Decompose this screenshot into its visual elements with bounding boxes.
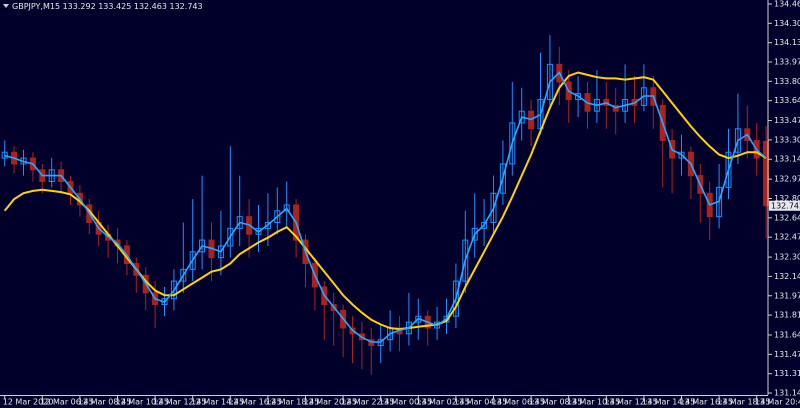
- x-tick-label: 12 Mar 08:45: [78, 398, 131, 407]
- x-tick-label: 13 Mar 00:45: [379, 398, 432, 407]
- last-low: 132.463: [134, 2, 167, 11]
- candle-body: [763, 140, 770, 207]
- y-tick-label: 133.140: [774, 155, 800, 164]
- y-tick-label: 132.140: [774, 272, 800, 281]
- y-tick-label: 132.640: [774, 213, 800, 222]
- last-high: 133.425: [98, 2, 131, 11]
- candle-body: [725, 151, 732, 188]
- candle-body: [227, 227, 234, 247]
- y-tick-label: 132.475: [774, 233, 800, 242]
- candle-body: [546, 63, 553, 100]
- candle-body: [283, 204, 290, 212]
- candle-body: [490, 192, 497, 224]
- x-tick-label: 12 Mar 10:45: [116, 398, 169, 407]
- symbol: GBPJPY,M15: [12, 2, 60, 11]
- x-tick-label: 13 Mar 04:45: [454, 398, 507, 407]
- y-tick-label: 133.470: [774, 116, 800, 125]
- candle-body: [264, 222, 271, 229]
- x-tick-label: 13 Mar 02:45: [416, 398, 469, 407]
- candle-body: [170, 280, 177, 300]
- price-label: 132.743: [771, 201, 800, 210]
- plot-area: [1, 35, 770, 375]
- x-tick-label: 13 Mar 08:45: [529, 398, 582, 407]
- y-tick-label: 131.975: [774, 291, 800, 300]
- x-tick-label: 12 Mar 12:45: [153, 398, 206, 407]
- candle-body: [443, 315, 450, 323]
- y-tick-label: 131.810: [774, 311, 800, 320]
- y-tick-label: 131.640: [774, 331, 800, 340]
- y-tick-label: 132.970: [774, 175, 800, 184]
- candle-body: [575, 93, 582, 100]
- chart-title: GBPJPY,M15 133.292 133.425 132.463 132.7…: [12, 2, 203, 11]
- y-tick-label: 134.300: [774, 19, 800, 28]
- last-close: 132.743: [170, 2, 203, 11]
- candle-body: [481, 222, 488, 229]
- x-tick-label: 13 Mar 18:45: [717, 398, 770, 407]
- indicator-line: [4, 71, 767, 343]
- x-tick-label: 12 Mar 16:45: [228, 398, 281, 407]
- y-tick-label: 131.310: [774, 369, 800, 378]
- candle-body: [255, 227, 262, 235]
- candle-body: [180, 268, 187, 282]
- x-tick-label: 13 Mar 10:45: [567, 398, 620, 407]
- x-tick-label: 13 Mar 12:45: [604, 398, 657, 407]
- y-tick-label: 134.465: [774, 0, 800, 8]
- y-tick-label: 132.305: [774, 253, 800, 262]
- y-tick-label: 133.305: [774, 135, 800, 144]
- y-tick-label: 133.640: [774, 96, 800, 105]
- x-tick-label: 13 Mar 16:45: [680, 398, 733, 407]
- price-label-box: [769, 200, 800, 211]
- y-tick-label: 132.805: [774, 194, 800, 203]
- candle-body: [678, 151, 685, 159]
- y-tick-label: 133.805: [774, 77, 800, 86]
- title-icon: [3, 4, 9, 8]
- candle-body: [452, 280, 459, 317]
- x-tick-label: 13 Mar 06:45: [492, 398, 545, 407]
- y-tick-label: 131.145: [774, 389, 800, 398]
- last-open: 133.292: [63, 2, 96, 11]
- x-tick-label: 13 Mar 20:45: [755, 398, 800, 407]
- x-tick-label: 12 Mar 2020: [3, 398, 54, 407]
- y-tick-label: 131.475: [774, 350, 800, 359]
- candle-body: [274, 210, 281, 224]
- y-tick-label: 134.135: [774, 38, 800, 47]
- candle-body: [499, 163, 506, 194]
- candle-body: [217, 245, 224, 259]
- candle-body: [509, 122, 516, 165]
- candle-body: [471, 227, 478, 241]
- x-tick-label: 12 Mar 06:45: [40, 398, 93, 407]
- candle-body: [734, 128, 741, 153]
- x-tick-label: 12 Mar 14:45: [191, 398, 244, 407]
- candle-body: [462, 239, 469, 282]
- candle-body: [1, 151, 8, 159]
- x-tick-label: 12 Mar 22:45: [341, 398, 394, 407]
- x-tick-label: 13 Mar 14:45: [642, 398, 695, 407]
- x-tick-label: 12 Mar 18:45: [266, 398, 319, 407]
- candle-body: [189, 251, 196, 270]
- x-tick-label: 12 Mar 20:45: [304, 398, 357, 407]
- y-tick-label: 133.970: [774, 57, 800, 66]
